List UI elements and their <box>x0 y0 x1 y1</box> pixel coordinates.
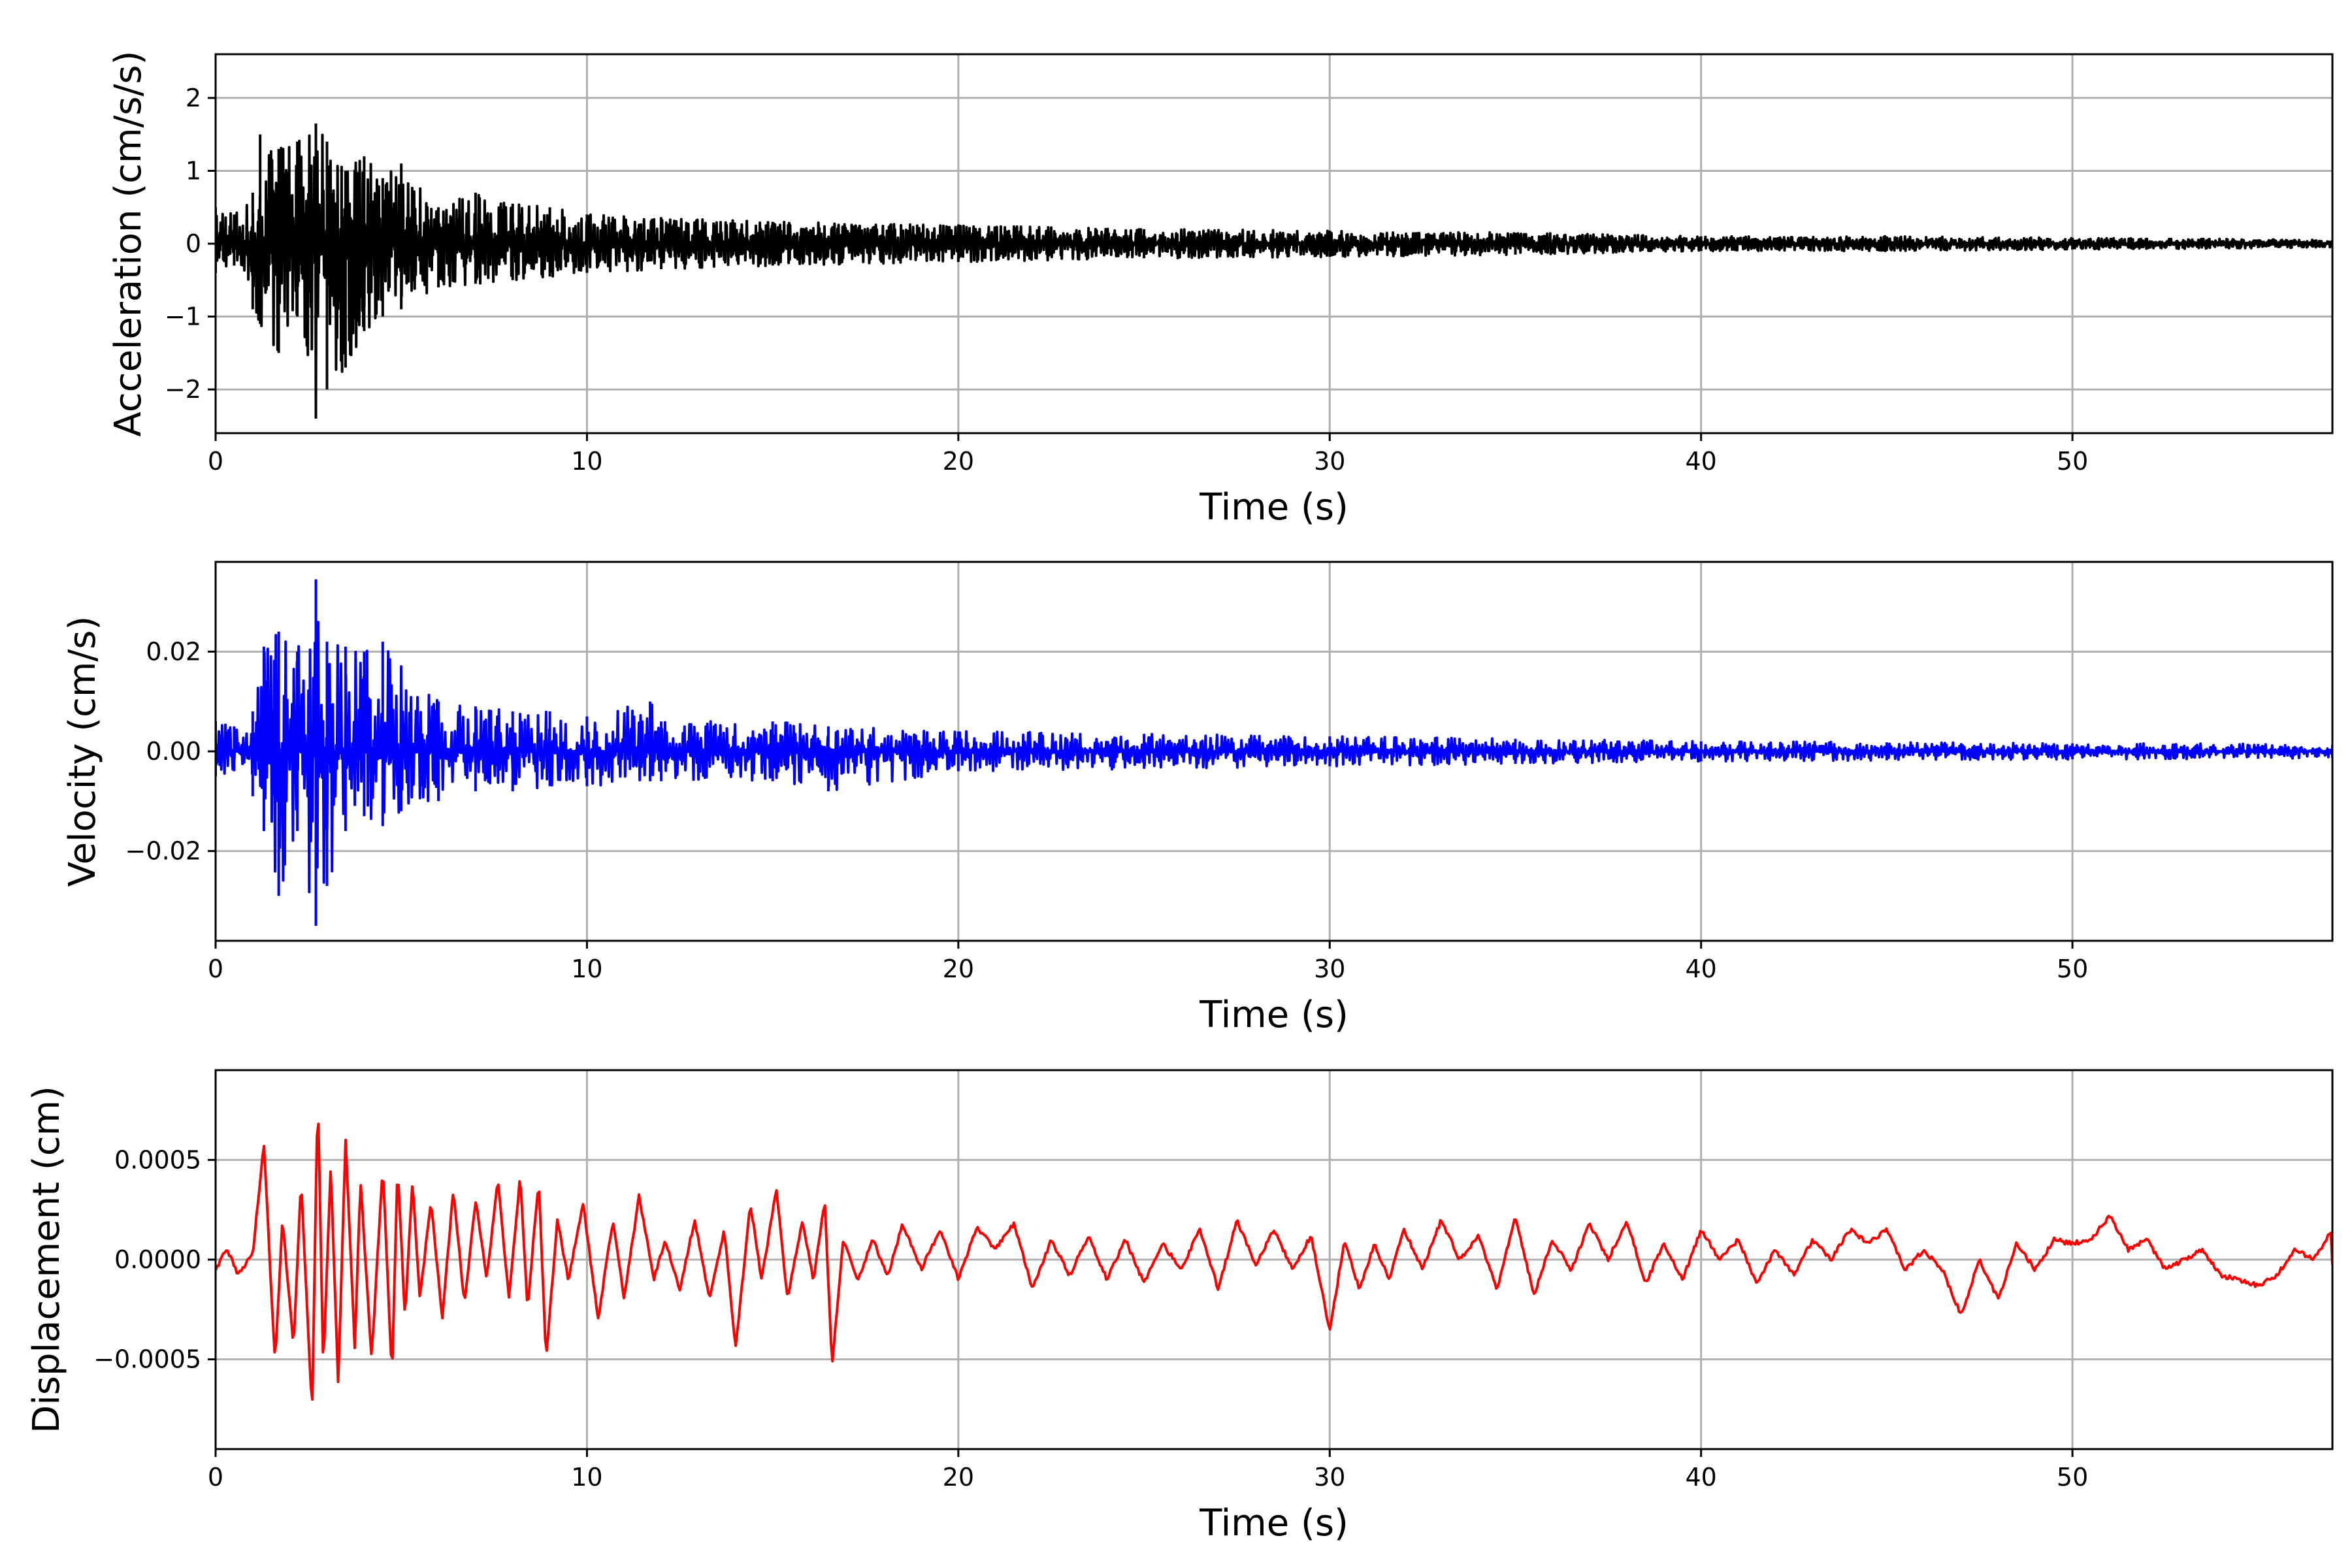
displacement-x-tick-label: 30 <box>1314 1463 1345 1492</box>
displacement-y-tick-label: 0.0005 <box>114 1145 201 1174</box>
displacement-x-axis-label: Time (s) <box>1199 1502 1348 1544</box>
acceleration-y-axis-label: Acceleration (cm/s/s) <box>107 51 150 437</box>
velocity-chart: 0 10 20 30 40 50 −0.02 0.00 0.02 Time (s) Velocity… <box>61 561 2334 1036</box>
acceleration-x-tick-label: 50 <box>2057 447 2088 476</box>
displacement-x-tick-label: 20 <box>943 1463 974 1492</box>
acceleration-x-axis-label: Time (s) <box>1199 486 1348 529</box>
acceleration-y-tick-label: 1 <box>186 156 201 185</box>
velocity-x-tick-label: 50 <box>2057 955 2088 983</box>
acceleration-x-tick-label: 10 <box>571 447 602 476</box>
charts-root: 0 10 20 30 40 50 −2 −1 0 1 2 Time (s) Acceleration (… <box>25 51 2334 1544</box>
acceleration-chart: 0 10 20 30 40 50 −2 −1 0 1 2 Time (s) Acceleration (… <box>107 51 2334 529</box>
acceleration-series-line <box>216 123 2332 419</box>
displacement-y-tick-label: 0.0000 <box>114 1245 201 1274</box>
displacement-series-line <box>216 1122 2332 1401</box>
displacement-x-tick-label: 0 <box>208 1463 223 1492</box>
displacement-chart: 0 10 20 30 40 50 −0.0005 0.0000 0.0005 Time (s) Di… <box>25 1069 2334 1544</box>
acceleration-y-tick-label: −2 <box>165 375 201 404</box>
acceleration-y-tick-label: 2 <box>186 84 201 112</box>
velocity-y-tick-label: 0.02 <box>146 637 201 666</box>
acceleration-y-tick-label: −1 <box>165 302 201 331</box>
velocity-y-tick-label: 0.00 <box>146 737 201 766</box>
acceleration-x-tick-label: 20 <box>943 447 974 476</box>
velocity-x-axis-label: Time (s) <box>1199 994 1348 1036</box>
velocity-x-tick-label: 40 <box>1686 955 1717 983</box>
velocity-series-line <box>216 579 2332 926</box>
acceleration-x-tick-label: 0 <box>208 447 223 476</box>
displacement-x-tick-label: 10 <box>571 1463 602 1492</box>
acceleration-x-tick-label: 30 <box>1314 447 1345 476</box>
velocity-x-tick-label: 10 <box>571 955 602 983</box>
displacement-x-tick-label: 40 <box>1686 1463 1717 1492</box>
displacement-y-axis-label: Displacement (cm) <box>25 1086 68 1433</box>
velocity-y-tick-label: −0.02 <box>125 837 201 866</box>
displacement-y-tick-label: −0.0005 <box>93 1345 201 1374</box>
acceleration-x-tick-label: 40 <box>1686 447 1717 476</box>
velocity-x-tick-label: 0 <box>208 955 223 983</box>
velocity-x-tick-label: 20 <box>943 955 974 983</box>
displacement-x-tick-label: 50 <box>2057 1463 2088 1492</box>
velocity-y-axis-label: Velocity (cm/s) <box>61 616 104 887</box>
velocity-x-tick-label: 30 <box>1314 955 1345 983</box>
acceleration-y-tick-label: 0 <box>186 229 201 258</box>
